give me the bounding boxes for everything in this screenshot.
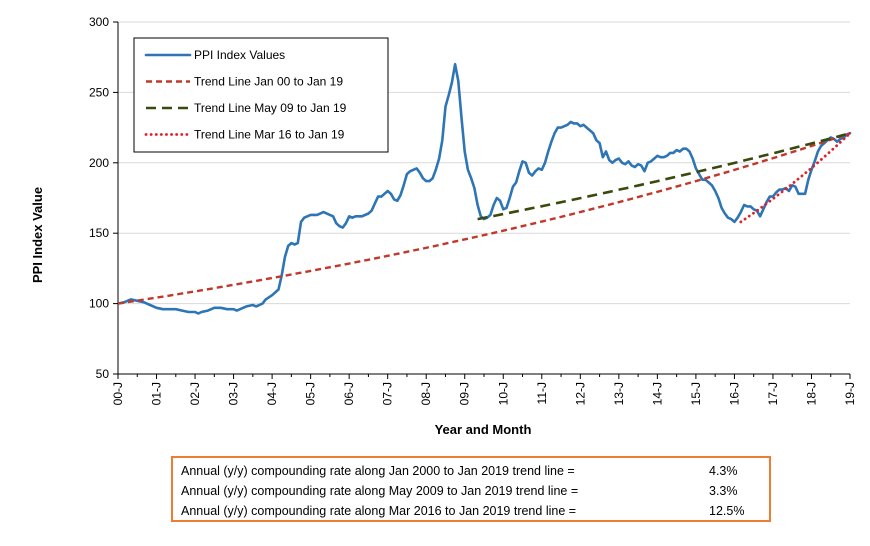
x-tick-label: 02-J <box>188 382 202 405</box>
x-tick-label: 09-J <box>458 382 472 405</box>
y-tick-label: 200 <box>89 156 109 170</box>
rate-value: 12.5% <box>709 504 745 518</box>
rate-label: Annual (y/y) compounding rate along May … <box>181 484 579 498</box>
compounding-rates-box: Annual (y/y) compounding rate along Jan … <box>171 456 771 522</box>
x-tick-label: 17-J <box>766 382 780 405</box>
rate-row-2000: Annual (y/y) compounding rate along Jan … <box>181 461 761 481</box>
legend-label: Trend Line Mar 16 to Jan 19 <box>194 128 345 142</box>
x-tick-label: 15-J <box>689 382 703 405</box>
x-tick-label: 03-J <box>227 382 241 405</box>
y-tick-label: 250 <box>89 85 109 99</box>
series-line-4 <box>739 131 852 224</box>
x-axis-title: Year and Month <box>435 422 532 437</box>
y-tick-label: 150 <box>89 226 109 240</box>
x-axis-ticks: 00-J 01-J 02-J 03-J 04-J 05-J 06-J 07-J 08-J 09-J… <box>111 374 857 405</box>
y-tick-label: 300 <box>89 15 109 29</box>
x-tick-label: 08-J <box>419 382 433 405</box>
x-tick-label: 04-J <box>265 382 279 405</box>
rate-label: Annual (y/y) compounding rate along Mar … <box>181 504 577 518</box>
x-tick-label: 14-J <box>650 382 664 405</box>
rate-row-2009: Annual (y/y) compounding rate along May … <box>181 481 761 501</box>
x-tick-label: 06-J <box>342 382 356 405</box>
x-tick-label: 11-J <box>535 382 549 404</box>
x-tick-label: 18-J <box>804 382 818 405</box>
x-tick-label: 07-J <box>381 382 395 405</box>
x-tick-label: 19-J <box>843 382 857 405</box>
rate-value: 4.3% <box>709 464 738 478</box>
legend-label: Trend Line May 09 to Jan 19 <box>194 101 347 115</box>
x-tick-label: 01-J <box>150 382 164 405</box>
x-tick-label: 00-J <box>111 382 125 405</box>
legend-label: PPI Index Values <box>194 48 285 62</box>
legend: PPI Index Values Trend Line Jan 00 to Jan… <box>133 37 389 153</box>
rate-value: 3.3% <box>709 484 738 498</box>
x-tick-label: 10-J <box>496 382 510 405</box>
chart: 50 100 150 200 250 300 00-J 01-J 02-J 03-J 04-J 05… <box>30 15 857 437</box>
series-line-2 <box>117 132 851 305</box>
x-tick-label: 12-J <box>573 382 587 405</box>
rate-row-2016: Annual (y/y) compounding rate along Mar … <box>181 501 761 521</box>
rate-label: Annual (y/y) compounding rate along Jan … <box>181 464 575 478</box>
x-tick-label: 16-J <box>727 382 741 405</box>
legend-label: Trend Line Jan 00 to Jan 19 <box>194 75 343 89</box>
x-tick-label: 05-J <box>304 382 318 405</box>
series-line-3 <box>477 131 851 221</box>
legend-box <box>133 37 389 153</box>
x-tick-label: 13-J <box>612 382 626 405</box>
series-line-1 <box>116 62 852 315</box>
y-tick-label: 100 <box>89 297 109 311</box>
series-layer <box>116 62 852 315</box>
y-tick-label: 50 <box>96 367 110 381</box>
y-axis-ticks: 50 100 150 200 250 300 <box>89 15 118 381</box>
y-axis-title: PPI Index Value <box>30 187 45 283</box>
